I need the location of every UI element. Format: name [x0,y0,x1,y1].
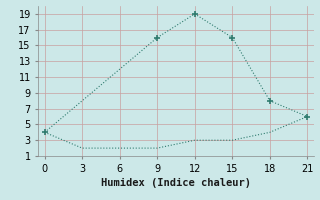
X-axis label: Humidex (Indice chaleur): Humidex (Indice chaleur) [101,178,251,188]
